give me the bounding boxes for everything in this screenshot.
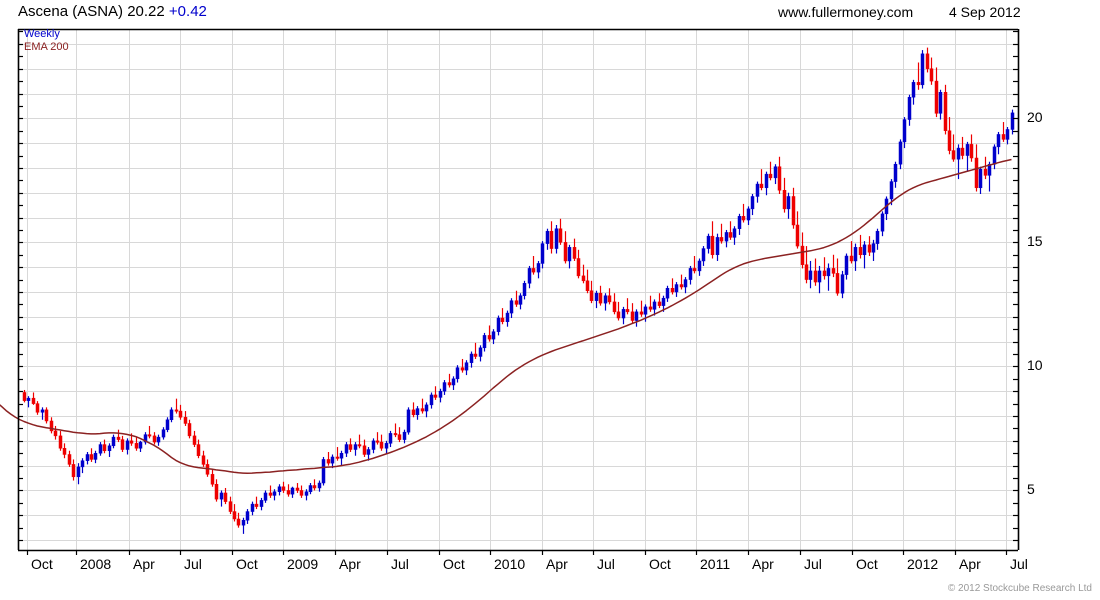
x-axis-tick-label: Apr — [339, 556, 361, 572]
x-axis-tick-label: Oct — [649, 556, 671, 572]
x-axis-tick-label: Jul — [804, 556, 822, 572]
x-axis-tick-label: Jul — [1010, 556, 1028, 572]
y-axis-tick-label: 10 — [1027, 357, 1043, 374]
instrument-quote: Ascena (ASNA) 20.22 — [18, 3, 169, 20]
x-axis-tick-label: Jul — [597, 556, 615, 572]
price-change: +0.42 — [168, 3, 207, 20]
x-axis-tick-label: Apr — [546, 556, 568, 572]
x-axis-tick-label: 2010 — [494, 556, 526, 572]
x-axis-tick-label: Oct — [443, 556, 465, 572]
x-axis-tick-label: Jul — [184, 556, 202, 572]
x-axis-tick-label: 2011 — [700, 556, 731, 572]
chart-header: Ascena (ASNA) 20.22 +0.42 www.fullermone… — [0, 0, 1100, 26]
x-axis-tick-label: 2012 — [907, 556, 939, 572]
x-axis-tick-label: 2009 — [287, 556, 319, 572]
page-title: Ascena (ASNA) 20.22 +0.42 — [18, 3, 207, 20]
chart-date: 4 Sep 2012 — [949, 4, 1021, 20]
y-axis-tick-label: 15 — [1027, 233, 1043, 250]
y-axis-tick-label: 5 — [1027, 481, 1035, 498]
x-axis-tick-label: Oct — [31, 556, 53, 572]
legend-item-weekly: Weekly — [24, 28, 60, 40]
x-axis-tick-label: 2008 — [80, 556, 112, 572]
x-axis-tick-label: Oct — [236, 556, 258, 572]
x-axis-tick-label: Jul — [391, 556, 409, 572]
x-axis-tick-label: Apr — [752, 556, 774, 572]
x-axis-tick-label: Apr — [133, 556, 155, 572]
y-axis-tick-label: 20 — [1027, 109, 1043, 126]
copyright-notice: © 2012 Stockcube Research Ltd — [947, 583, 1092, 594]
legend-item-ema200: EMA 200 — [24, 41, 69, 53]
chart-legend: Weekly EMA 200 — [24, 28, 69, 54]
x-axis-tick-label: Apr — [959, 556, 981, 572]
source-website: www.fullermoney.com — [778, 4, 914, 20]
x-axis-tick-label: Oct — [856, 556, 878, 572]
